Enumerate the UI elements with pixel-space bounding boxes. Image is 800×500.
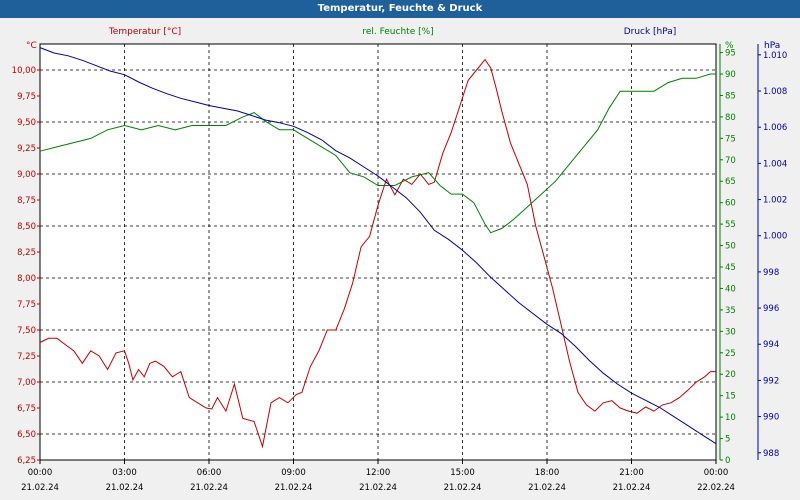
pressure-series-line — [39, 47, 717, 445]
x-tick-label-time: 15:00 — [450, 468, 475, 478]
temperature-tick-label: 9,50 — [17, 118, 36, 128]
humidity-tick-label: 10 — [725, 413, 736, 423]
temperature-tick-label: 6,75 — [17, 404, 36, 414]
temperature-tick-label: 9,25 — [17, 144, 36, 154]
x-tick-label-date: 21.02.24 — [359, 483, 397, 493]
x-tick-label-time: 09:00 — [281, 468, 306, 478]
temperature-tick-label: 7,75 — [17, 300, 36, 310]
pressure-tick-label: 1.010 — [763, 51, 787, 61]
pressure-tick-label: 1.002 — [763, 196, 787, 206]
temperature-tick-label: 10,00 — [12, 66, 36, 76]
temperature-tick-label: 6,25 — [17, 456, 36, 466]
temperature-tick-label: 9,75 — [17, 92, 36, 102]
humidity-tick-label: 90 — [725, 70, 736, 80]
humidity-tick-label: 45 — [725, 263, 736, 273]
humidity-tick-label: 40 — [725, 284, 736, 294]
plot-area — [39, 43, 717, 461]
humidity-tick-label: 25 — [725, 349, 736, 359]
x-tick-label-date: 21.02.24 — [528, 483, 566, 493]
pressure-tick-label: 1.008 — [763, 87, 787, 97]
humidity-tick-label: 60 — [725, 199, 736, 209]
x-tick-label-date: 22.02.24 — [697, 483, 735, 493]
x-tick-label-date: 21.02.24 — [190, 483, 228, 493]
humidity-unit-label: % — [725, 41, 734, 51]
pressure-tick-label: 990 — [763, 413, 779, 423]
x-tick-label-time: 00:00 — [28, 468, 53, 478]
humidity-tick-label: 85 — [725, 91, 736, 101]
humidity-tick-label: 15 — [725, 392, 736, 402]
window-title: Temperatur, Feuchte & Druck — [0, 0, 800, 18]
x-tick-label-date: 21.02.24 — [106, 483, 144, 493]
pressure-tick-label: 1.000 — [763, 232, 787, 242]
humidity-tick-label: 95 — [725, 49, 736, 59]
humidity-tick-label: 5 — [725, 435, 730, 445]
humidity-axis-title: rel. Feuchte [%] — [362, 27, 433, 37]
temperature-tick-label: 7,50 — [17, 326, 36, 336]
pressure-tick-label: 988 — [763, 449, 779, 459]
temperature-tick-label: 9,00 — [17, 170, 36, 180]
pressure-tick-label: 994 — [763, 340, 779, 350]
x-tick-label-date: 21.02.24 — [613, 483, 651, 493]
humidity-tick-label: 70 — [725, 156, 736, 166]
pressure-unit-label: hPa — [764, 41, 780, 51]
humidity-tick-label: 50 — [725, 242, 736, 252]
pressure-tick-label: 1.006 — [763, 123, 787, 133]
x-tick-label-time: 06:00 — [197, 468, 222, 478]
pressure-tick-label: 998 — [763, 268, 779, 278]
x-tick-label-time: 18:00 — [535, 468, 560, 478]
temperature-series-line — [39, 58, 716, 449]
humidity-series-line — [39, 73, 716, 234]
temperature-tick-label: 8,00 — [17, 274, 36, 284]
temperature-unit-label: °C — [26, 41, 37, 51]
temperature-tick-label: 6,50 — [17, 430, 36, 440]
humidity-tick-label: 80 — [725, 113, 736, 123]
x-tick-label-time: 03:00 — [112, 468, 137, 478]
humidity-tick-label: 35 — [725, 306, 736, 316]
x-tick-label-time: 21:00 — [619, 468, 644, 478]
humidity-tick-label: 65 — [725, 177, 736, 187]
x-tick-label-date: 21.02.24 — [275, 483, 313, 493]
humidity-tick-label: 20 — [725, 370, 736, 380]
pressure-tick-label: 996 — [763, 304, 779, 314]
humidity-tick-label: 0 — [725, 456, 730, 466]
temperature-tick-label: 7,00 — [17, 378, 36, 388]
temperature-tick-label: 8,25 — [17, 248, 36, 258]
temperature-tick-label: 8,50 — [17, 222, 36, 232]
temperature-tick-label: 8,75 — [17, 196, 36, 206]
humidity-tick-label: 55 — [725, 220, 736, 230]
pressure-tick-label: 992 — [763, 376, 779, 386]
chart: 00:00 21.02.24 03:00 21.02.24 06:00 21.02.24 0… — [12, 27, 788, 493]
pressure-tick-label: 1.004 — [763, 159, 787, 169]
pressure-axis-title: Druck [hPa] — [624, 27, 677, 37]
x-tick-label-time: 12:00 — [366, 468, 391, 478]
humidity-tick-label: 30 — [725, 327, 736, 337]
x-tick-label-date: 21.02.24 — [21, 483, 59, 493]
x-tick-label-date: 21.02.24 — [444, 483, 482, 493]
x-tick-label-time: 00:00 — [704, 468, 729, 478]
temperature-tick-label: 7,25 — [17, 352, 36, 362]
humidity-tick-label: 75 — [725, 134, 736, 144]
temperature-axis-title: Temperatur [°C] — [108, 27, 181, 37]
